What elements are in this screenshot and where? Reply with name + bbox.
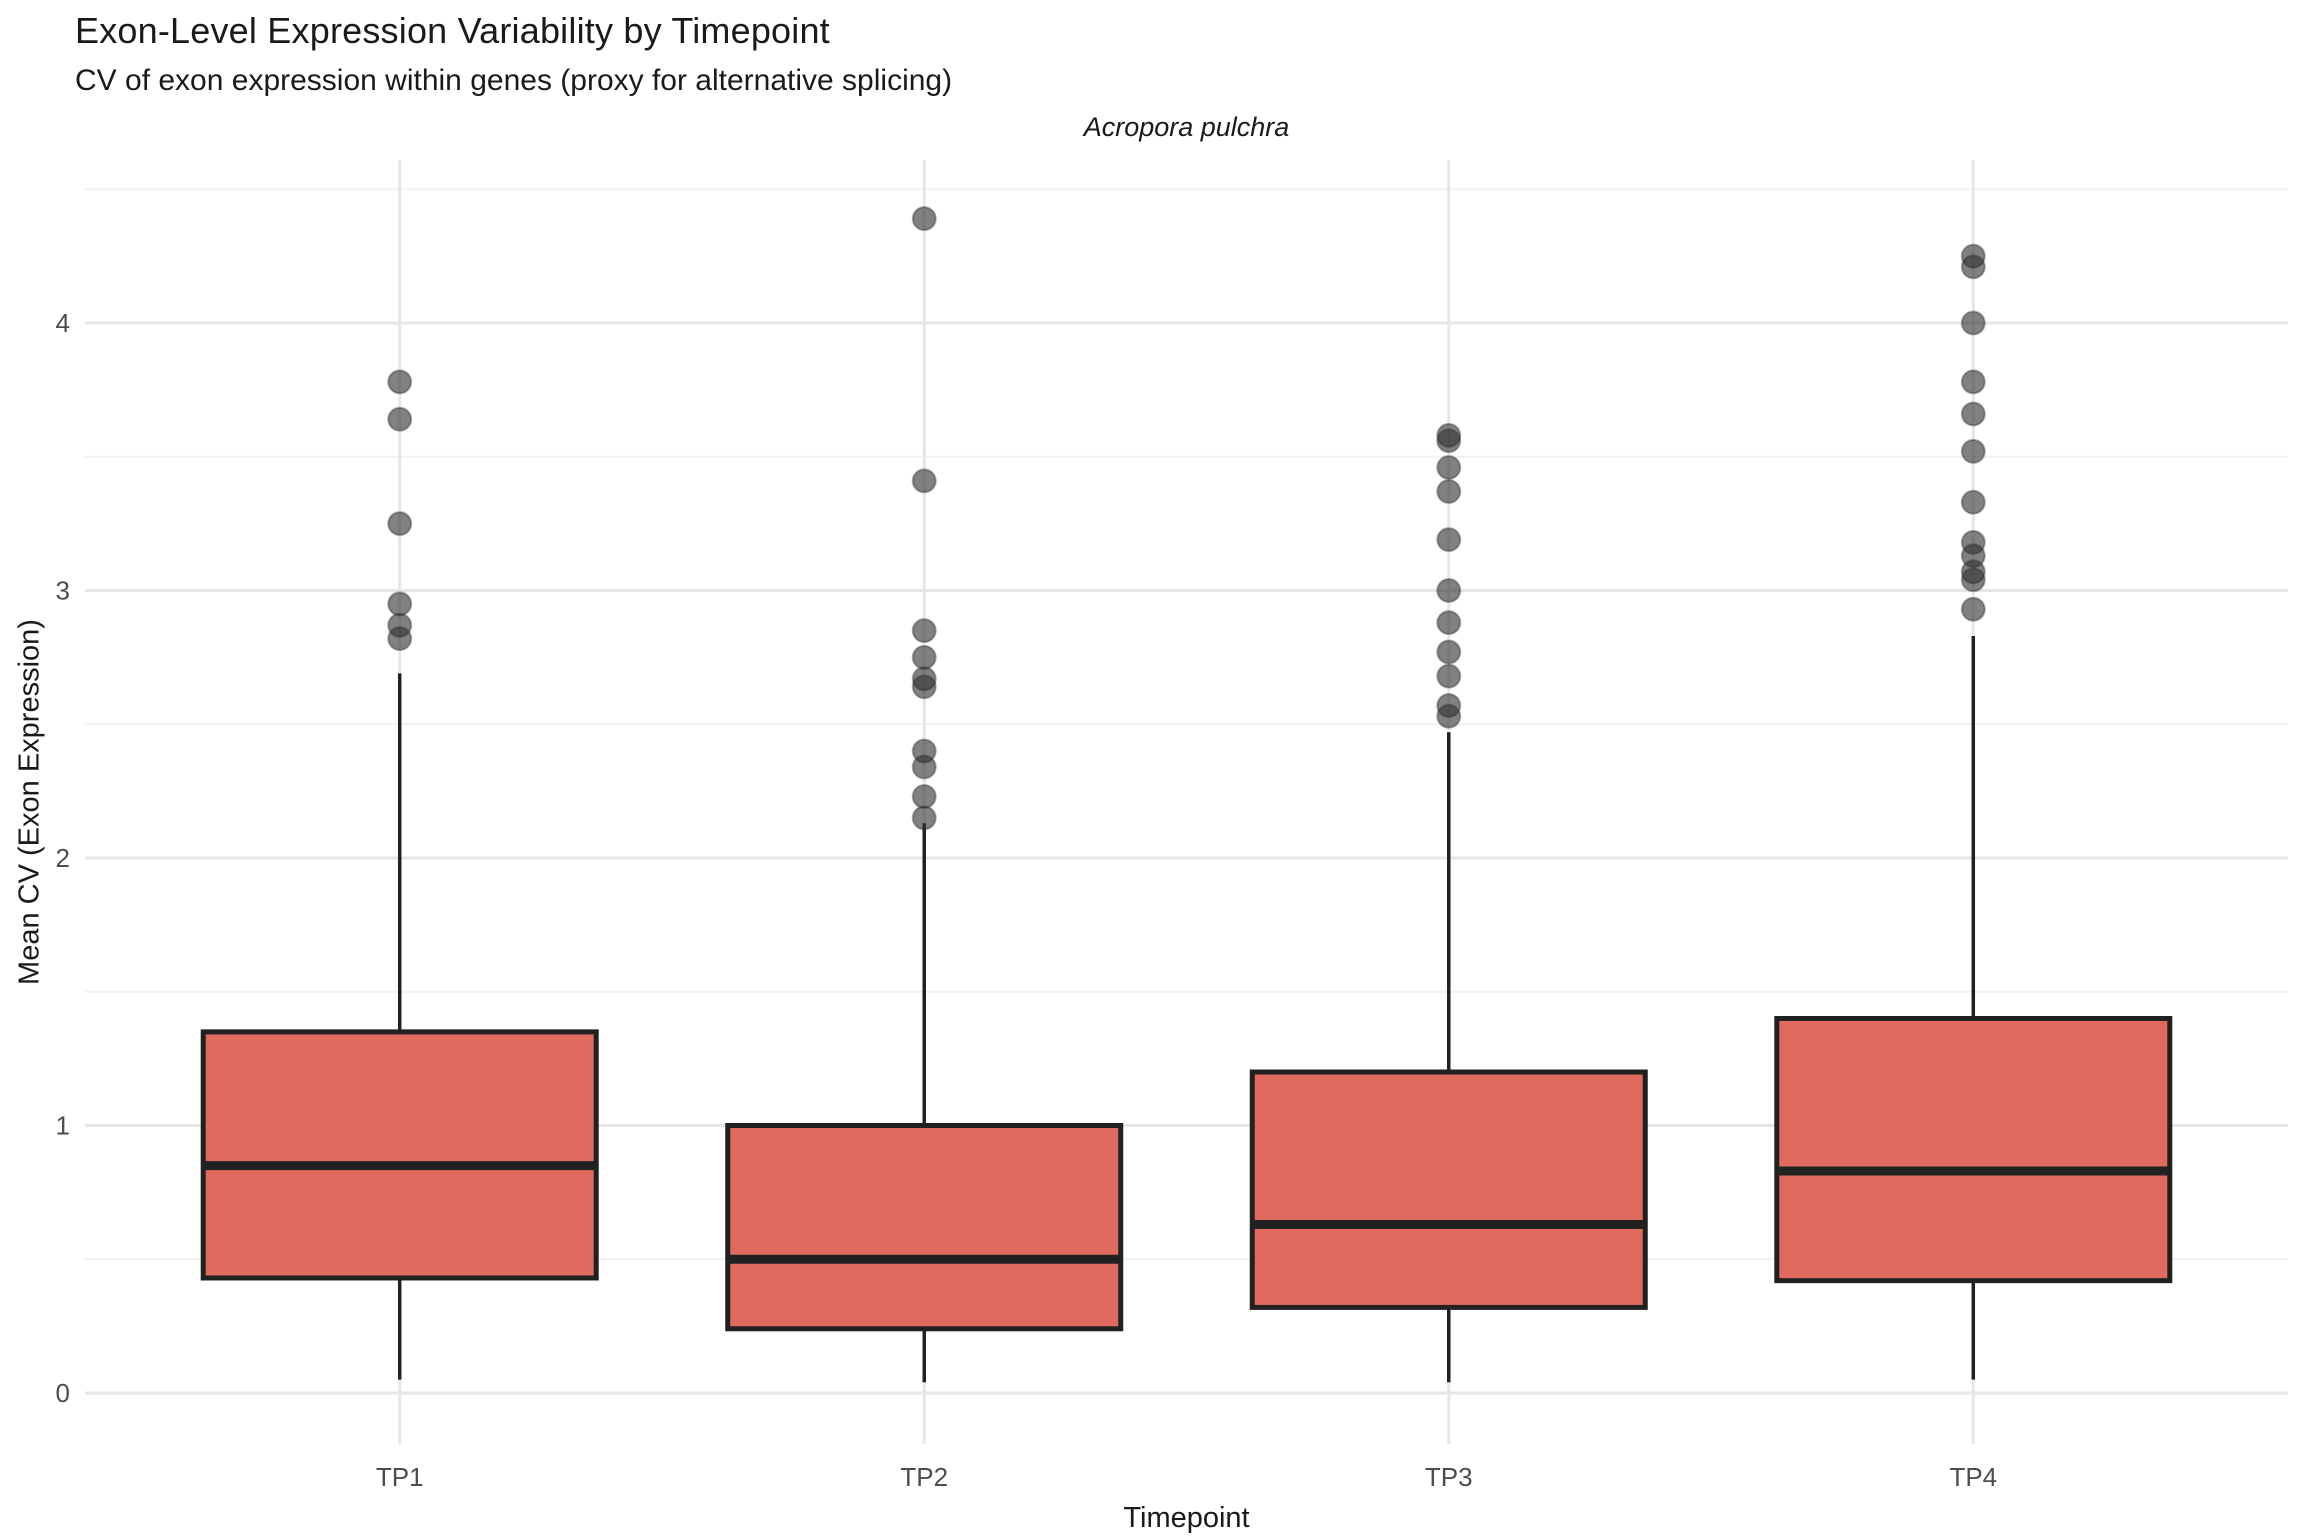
outlier-point bbox=[1436, 454, 1462, 480]
x-tick-label: TP2 bbox=[900, 1462, 948, 1492]
outlier-point bbox=[911, 738, 937, 764]
facet-strip-label: Acropora pulchra bbox=[1083, 112, 1290, 142]
outlier-point bbox=[1436, 527, 1462, 553]
x-axis-title: Timepoint bbox=[1123, 1502, 1250, 1534]
y-tick-label: 1 bbox=[56, 1111, 70, 1141]
outlier-point bbox=[911, 644, 937, 670]
plot-title: Exon-Level Expression Variability by Tim… bbox=[75, 10, 830, 51]
box-TP1 bbox=[200, 1029, 599, 1281]
x-tick-label: TP1 bbox=[376, 1462, 424, 1492]
outlier-point bbox=[1436, 610, 1462, 636]
x-tick-label: TP4 bbox=[1949, 1462, 1997, 1492]
outlier-point bbox=[387, 511, 413, 537]
box-TP4 bbox=[1774, 1016, 2173, 1284]
y-tick-label: 4 bbox=[56, 308, 70, 338]
outlier-point bbox=[1436, 639, 1462, 665]
outlier-point bbox=[1960, 489, 1986, 515]
outlier-point bbox=[387, 369, 413, 395]
outlier-point bbox=[911, 618, 937, 644]
y-tick-label: 3 bbox=[56, 576, 70, 606]
outlier-point bbox=[1960, 529, 1986, 555]
outlier-point bbox=[1436, 693, 1462, 719]
x-tick-label: TP3 bbox=[1425, 1462, 1473, 1492]
outlier-point bbox=[387, 612, 413, 638]
outlier-point bbox=[1960, 369, 1986, 395]
y-tick-label: 2 bbox=[56, 843, 70, 873]
outlier-point bbox=[911, 783, 937, 809]
outlier-point bbox=[911, 666, 937, 692]
outlier-point bbox=[1960, 401, 1986, 427]
outlier-point bbox=[1436, 479, 1462, 505]
outlier-point bbox=[1960, 243, 1986, 269]
outlier-point bbox=[1436, 422, 1462, 448]
plot-subtitle: CV of exon expression within genes (prox… bbox=[75, 64, 953, 97]
outlier-point bbox=[387, 591, 413, 617]
outlier-point bbox=[1436, 663, 1462, 689]
outlier-point bbox=[911, 206, 937, 232]
outlier-point bbox=[1960, 596, 1986, 622]
box-TP2 bbox=[725, 1123, 1124, 1332]
outlier-point bbox=[1436, 578, 1462, 603]
outlier-point bbox=[1960, 438, 1986, 464]
outlier-point bbox=[911, 805, 937, 831]
outlier-point bbox=[911, 468, 937, 494]
outlier-point bbox=[387, 406, 413, 432]
y-tick-label: 0 bbox=[56, 1378, 70, 1408]
box-TP3 bbox=[1249, 1069, 1648, 1310]
outlier-point bbox=[1960, 310, 1986, 336]
